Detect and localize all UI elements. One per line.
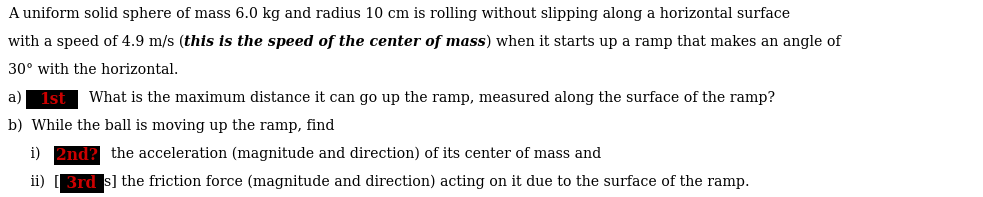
Text: the acceleration (magnitude and direction) of its center of mass and: the acceleration (magnitude and directio…: [102, 147, 602, 161]
Text: b)  While the ball is moving up the ramp, find: b) While the ball is moving up the ramp,…: [8, 119, 334, 133]
Text: a): a): [8, 91, 27, 105]
FancyBboxPatch shape: [27, 90, 79, 109]
Text: this is the speed of the center of mass: this is the speed of the center of mass: [185, 35, 487, 49]
Text: What is the maximum distance it can go up the ramp, measured along the surface o: What is the maximum distance it can go u…: [81, 91, 776, 105]
Text: 30° with the horizontal.: 30° with the horizontal.: [8, 63, 179, 77]
Text: i): i): [8, 147, 54, 161]
Text: 3rd: 3rd: [61, 175, 102, 192]
Text: 2nd?: 2nd?: [56, 147, 98, 164]
Text: ) when it starts up a ramp that makes an angle of: ) when it starts up a ramp that makes an…: [487, 35, 840, 49]
Text: s] the friction force (magnitude and direction) acting on it due to the surface : s] the friction force (magnitude and dir…: [103, 175, 749, 189]
FancyBboxPatch shape: [60, 174, 103, 193]
Text: A uniform solid sphere of mass 6.0 kg and radius 10 cm is rolling without slippi: A uniform solid sphere of mass 6.0 kg an…: [8, 7, 790, 21]
Text: ii)  [: ii) [: [8, 175, 60, 189]
Text: with a speed of 4.9 m/s (: with a speed of 4.9 m/s (: [8, 35, 185, 49]
Text: 1st: 1st: [39, 91, 66, 108]
FancyBboxPatch shape: [54, 146, 100, 165]
